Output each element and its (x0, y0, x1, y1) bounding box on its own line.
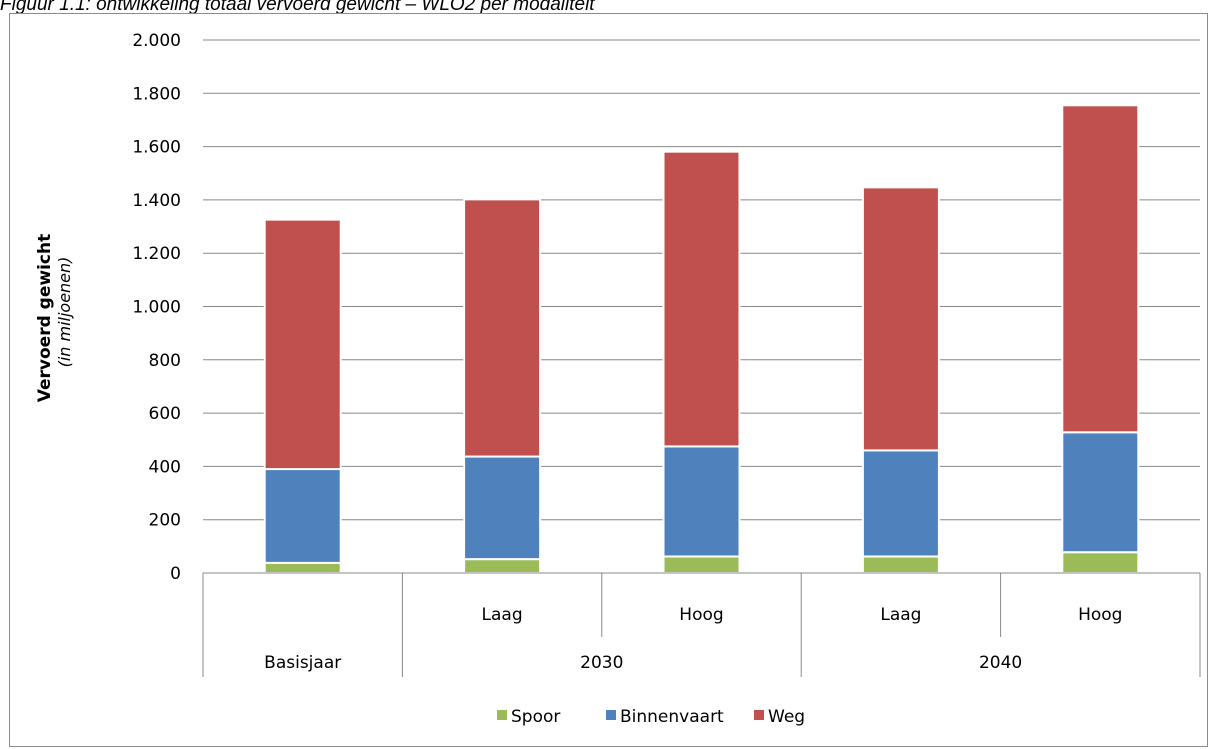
bar-segment-spoor (263, 561, 342, 574)
bar-segment-weg (1061, 104, 1140, 434)
y-axis-title: Vervoerd gewicht (in miljoenen) (35, 234, 74, 402)
y-tick-label: 600 (149, 404, 181, 424)
y-tick-label: 0 (170, 564, 181, 584)
bar-segment-spoor (861, 555, 940, 574)
x-tick-label: Laag (880, 605, 921, 625)
y-tick-label: 1.400 (132, 191, 181, 211)
y-axis-label: Vervoerd gewicht (35, 234, 55, 402)
bar-segment-binnenvaart (263, 468, 342, 564)
chart-frame (9, 13, 1208, 747)
bar-segment-binnenvaart (662, 445, 741, 558)
bar-segment-spoor (662, 555, 741, 574)
y-tick-label: 400 (149, 457, 181, 477)
legend-swatch-spoor (497, 710, 507, 720)
legend: Spoor Binnenvaart Weg (497, 707, 805, 727)
legend-swatch-weg (754, 710, 764, 720)
bar-segment-binnenvaart (1061, 431, 1140, 554)
y-axis-sublabel: (in miljoenen) (55, 257, 74, 368)
bar-segment-weg (463, 198, 542, 458)
bar-segment-weg (263, 218, 342, 471)
legend-label: Binnenvaart (620, 707, 724, 727)
bar-segment-spoor (463, 558, 542, 575)
x-group-label: Basisjaar (264, 653, 341, 673)
y-tick-label: 800 (149, 351, 181, 371)
y-tick-label: 1.600 (132, 138, 181, 158)
bar-segment-weg (662, 150, 741, 448)
bars (263, 104, 1140, 575)
y-axis-tick-labels: 0 200 400 600 800 1.000 1.200 1.400 1.600 1.800 2.… (132, 31, 181, 584)
y-tick-label: 1.000 (132, 298, 181, 318)
bar-segment-spoor (1061, 551, 1140, 575)
legend-label: Weg (768, 707, 805, 727)
x-tick-label: Laag (482, 605, 523, 625)
legend-label: Spoor (511, 707, 560, 727)
x-group-label: 2040 (979, 653, 1022, 673)
bar-segment-binnenvaart (463, 455, 542, 561)
bar-segment-weg (861, 186, 940, 452)
x-group-label: 2030 (580, 653, 623, 673)
figure-caption: Figuur 1.1: ontwikkeling totaal vervoerd… (0, 0, 595, 15)
y-tick-label: 1.800 (132, 84, 181, 104)
legend-swatch-binnenvaart (606, 710, 616, 720)
bar-segment-binnenvaart (861, 449, 940, 558)
category-axis: Laag Hoog Laag Hoog Basisjaar 2030 2040 (202, 572, 1201, 677)
x-tick-label: Hoog (1078, 605, 1122, 625)
y-tick-label: 1.200 (132, 244, 181, 264)
y-tick-label: 2.000 (132, 31, 181, 51)
y-tick-label: 200 (149, 511, 181, 531)
x-tick-label: Hoog (679, 605, 723, 625)
